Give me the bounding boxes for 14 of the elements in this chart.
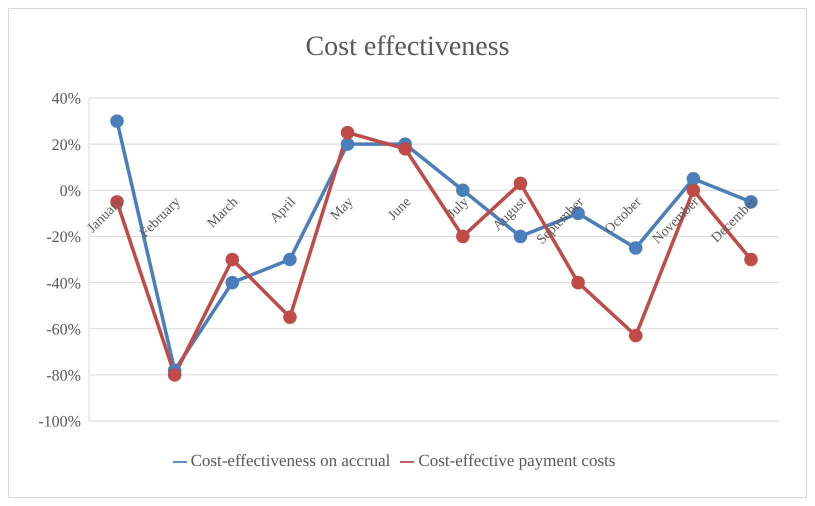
legend-label: Cost-effective payment costs: [418, 451, 616, 470]
y-tick-label: -100%: [38, 414, 81, 431]
y-tick-label: 0%: [60, 182, 81, 200]
y-tick-label: 40%: [52, 90, 81, 108]
x-tick-label: May: [328, 194, 357, 224]
y-tick-label: 20%: [52, 136, 81, 154]
x-tick-label: June: [385, 194, 414, 224]
y-tick-label: -20%: [46, 229, 81, 246]
legend-label: Cost-effectiveness on accrual: [190, 451, 390, 470]
chart-title: Cost effectiveness: [304, 31, 510, 63]
y-tick-label: -40%: [46, 275, 81, 292]
y-tick-label: -60%: [46, 321, 81, 338]
x-tick-label: July: [444, 194, 472, 222]
y-tick-label: -80%: [46, 368, 81, 385]
